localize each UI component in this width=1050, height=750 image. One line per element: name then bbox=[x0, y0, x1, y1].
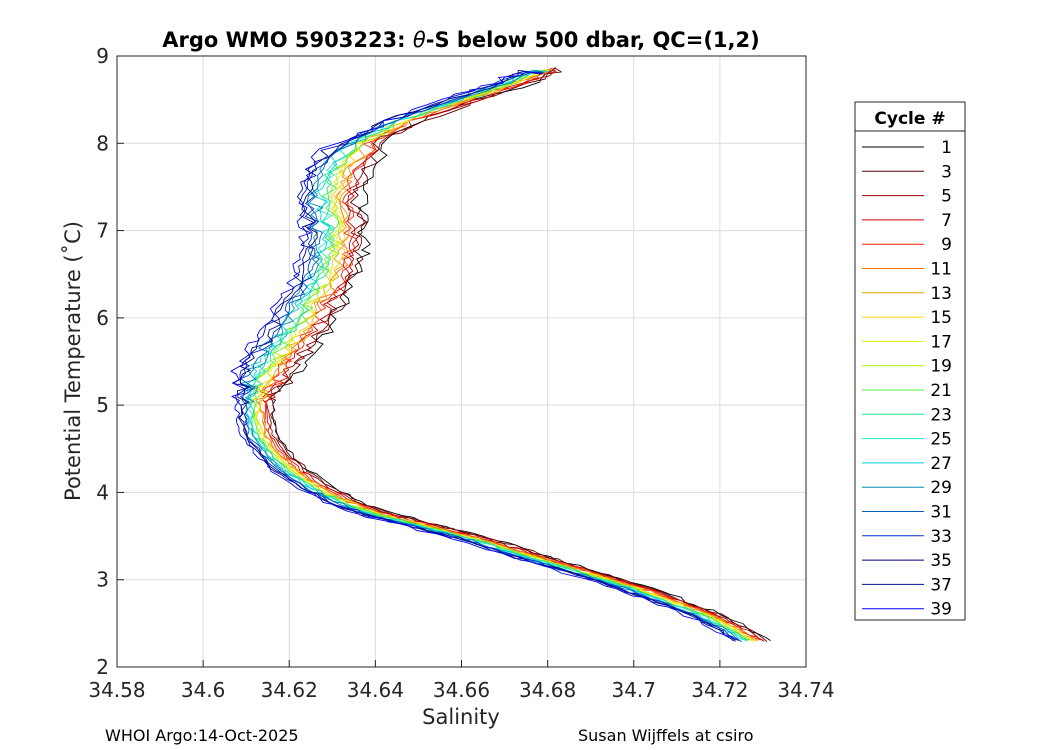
x-tick-label: 34.74 bbox=[777, 678, 834, 702]
x-tick-label: 34.62 bbox=[261, 678, 318, 702]
legend: Cycle # 13579111315171921232527293133353… bbox=[854, 101, 966, 621]
profile-line-cycle-29 bbox=[239, 71, 741, 642]
legend-label-cycle-11: 11 bbox=[930, 260, 952, 280]
x-tick-label: 34.68 bbox=[519, 678, 576, 702]
legend-label-cycle-17: 17 bbox=[930, 332, 952, 352]
x-axis-label: Salinity bbox=[422, 705, 500, 729]
chart-title: Argo WMO 5903223: θ-S below 500 dbar, QC… bbox=[162, 28, 759, 52]
x-tick-label: 34.64 bbox=[347, 678, 404, 702]
profile-line-cycle-9 bbox=[259, 68, 761, 641]
x-tick-label: 34.72 bbox=[691, 678, 748, 702]
legend-label-cycle-35: 35 bbox=[930, 551, 952, 571]
x-tick-labels: 34.58 34.6 34.62 34.64 34.66 34.68 34.7 34.72 34… bbox=[88, 678, 834, 702]
footer-left: WHOI Argo:14-Oct-2025 bbox=[105, 726, 299, 745]
y-tick-label: 8 bbox=[96, 131, 109, 155]
profile-line-cycle-23 bbox=[244, 70, 750, 641]
x-tick-label: 34.6 bbox=[181, 678, 226, 702]
axes-box bbox=[116, 55, 807, 668]
profile-line-cycle-35 bbox=[232, 70, 737, 642]
y-tick-label: 7 bbox=[96, 219, 109, 243]
y-tick-label: 9 bbox=[96, 44, 109, 68]
y-tick-label: 3 bbox=[96, 568, 109, 592]
profile-line-cycle-27 bbox=[244, 69, 744, 641]
legend-label-cycle-5: 5 bbox=[941, 187, 952, 207]
y-axis-label: Potential Temperature (˚C) bbox=[61, 221, 85, 501]
legend-label-cycle-37: 37 bbox=[930, 575, 952, 595]
y-tick-label: 4 bbox=[96, 480, 109, 504]
profile-line-cycle-21 bbox=[252, 70, 748, 642]
legend-label-cycle-33: 33 bbox=[930, 527, 952, 547]
profile-line-cycle-39 bbox=[230, 71, 735, 642]
legend-label-cycle-9: 9 bbox=[941, 235, 952, 255]
legend-title: Cycle # bbox=[874, 109, 945, 129]
profile-line-cycle-25 bbox=[246, 70, 747, 642]
legend-label-cycle-1: 1 bbox=[941, 138, 952, 158]
legend-label-cycle-25: 25 bbox=[930, 430, 952, 450]
y-tick-label: 5 bbox=[96, 393, 109, 417]
footer-right: Susan Wijffels at csiro bbox=[578, 726, 754, 745]
legend-label-cycle-13: 13 bbox=[930, 284, 952, 304]
legend-label-cycle-7: 7 bbox=[941, 211, 952, 231]
legend-label-cycle-29: 29 bbox=[930, 478, 952, 498]
legend-label-cycle-27: 27 bbox=[930, 454, 952, 474]
legend-label-cycle-39: 39 bbox=[930, 600, 952, 620]
profile-lines bbox=[230, 66, 771, 643]
profile-line-cycle-13 bbox=[258, 68, 755, 640]
legend-label-cycle-21: 21 bbox=[930, 381, 952, 401]
legend-label-cycle-15: 15 bbox=[930, 308, 952, 328]
legend-label-cycle-3: 3 bbox=[941, 162, 952, 182]
y-tick-labels: 2 3 4 5 6 7 8 9 bbox=[96, 44, 109, 679]
profile-line-cycle-15 bbox=[256, 69, 757, 642]
legend-label-cycle-23: 23 bbox=[930, 405, 952, 425]
x-tick-label: 34.58 bbox=[88, 678, 145, 702]
profile-line-cycle-1 bbox=[269, 66, 771, 641]
x-tick-label: 34.66 bbox=[433, 678, 490, 702]
x-tick-label: 34.7 bbox=[611, 678, 656, 702]
legend-label-cycle-19: 19 bbox=[930, 357, 952, 377]
y-tick-label: 2 bbox=[96, 655, 109, 679]
legend-label-cycle-31: 31 bbox=[930, 503, 952, 523]
y-tick-label: 6 bbox=[96, 306, 109, 330]
